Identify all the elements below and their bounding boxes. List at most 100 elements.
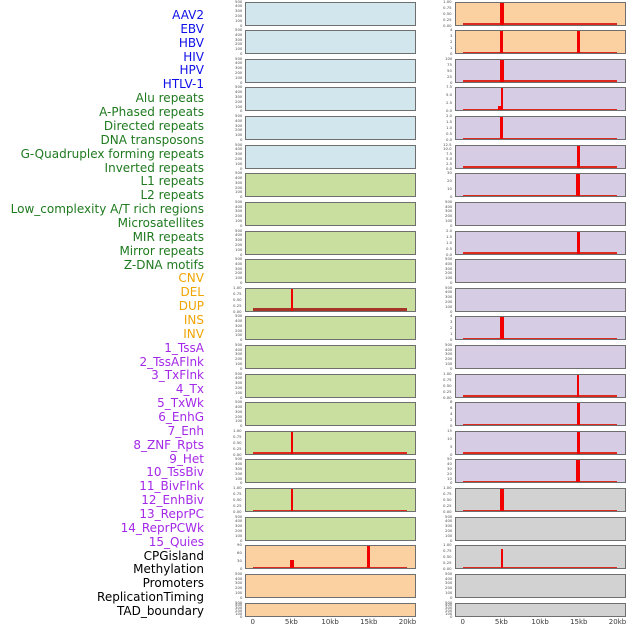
y-tick-label: 0	[449, 595, 452, 600]
y-tick-label: 100	[234, 75, 242, 80]
panel-13-reprpc	[455, 402, 626, 427]
y-tick-label: 300	[234, 466, 242, 471]
row-label-g-quadruplex-forming-repeats: G-Quadruplex forming repeats	[20, 146, 204, 161]
y-tick-label: 0	[239, 480, 242, 486]
y-tick-label: 300	[234, 605, 242, 611]
panel-11-bivflnk	[455, 344, 626, 369]
y-ticks-cpgisland: 1.00 0.75 0.50 0.25 0.00	[419, 486, 452, 514]
row-label-hbv: HBV	[178, 35, 204, 50]
y-tick-label: 20	[447, 178, 452, 184]
y-tick-label: 0.0	[445, 137, 452, 142]
y-tick-label: 0.25	[233, 446, 242, 451]
y-tick-label: 1.00	[233, 428, 242, 433]
data-spike	[290, 288, 294, 311]
zero-baseline	[463, 481, 617, 483]
y-ticks-9-het: 500 400 300 200 100 0	[419, 285, 452, 313]
y-tick-label: 200	[444, 213, 452, 219]
data-spike	[290, 431, 293, 454]
y-tick-label: 200	[444, 356, 452, 362]
panel-ebv	[245, 30, 416, 55]
row-label-l1-repeats: L1 repeats	[140, 174, 205, 189]
row-label-a-phased-repeats: A-Phased repeats	[99, 105, 204, 119]
y-tick-label: 0.75	[443, 491, 452, 496]
y-tick-label: 1	[449, 331, 452, 337]
y-tick-label: 0	[239, 194, 242, 200]
y-tick-label: 400	[234, 519, 242, 524]
data-spike	[576, 145, 580, 168]
y-tick-label: 0.00	[233, 509, 242, 514]
y-tick-label: 400	[234, 61, 242, 66]
panel-hiv	[245, 87, 416, 112]
y-tick-label: 300	[234, 94, 242, 99]
row-label-2-tssaflnk: 2_TssAFlnk	[139, 354, 204, 369]
y-tick-label: 300	[234, 65, 242, 71]
y-tick-label: 200	[234, 42, 242, 47]
y-tick-label: 10	[447, 186, 452, 192]
panel-7-enh	[455, 230, 626, 255]
row-label-4-tx: 4_Tx	[175, 382, 204, 397]
y-tick-label: 0.75	[233, 491, 242, 496]
data-spike	[501, 548, 503, 569]
panel-low-complexity-a-t-rich-regions	[245, 402, 416, 427]
y-tick-label: 0.50	[233, 440, 242, 445]
y-tick-label: 500	[444, 285, 452, 290]
row-label-hiv: HIV	[183, 49, 204, 64]
y-tick-label: 100	[444, 218, 452, 223]
y-tick-label: 0	[239, 137, 242, 142]
y-ticks-microsatellites: 1.00 0.75 0.50 0.25 0.00	[209, 428, 242, 457]
row-label-directed-repeats: Directed repeats	[103, 118, 204, 133]
row-label-del: DEL	[180, 285, 204, 300]
y-tick-label: 300	[234, 37, 242, 42]
zero-baseline	[463, 166, 617, 168]
y-tick-label: 100	[444, 533, 452, 538]
y-ticks-del: 500 400 300 200 100 0	[209, 572, 242, 600]
y-tick-label: 100	[234, 611, 242, 616]
y-tick-label: 100	[234, 218, 242, 223]
y-tick-label: 6	[449, 405, 452, 411]
row-label-dna-transposons: DNA transposons	[100, 132, 205, 147]
y-tick-label: 0.75	[233, 434, 242, 439]
y-tick-label: 10	[447, 476, 452, 481]
y-tick-label: 100	[444, 304, 452, 309]
y-tick-label: 300	[444, 581, 452, 586]
y-tick-label: 100	[234, 333, 242, 338]
y-tick-label: 400	[234, 347, 242, 352]
y-tick-label: 400	[234, 89, 242, 95]
data-spike	[290, 489, 293, 511]
y-tick-label: 12.5	[443, 142, 452, 147]
y-tick-label: 0.0	[445, 108, 452, 114]
zero-baseline	[253, 566, 407, 569]
y-ticks-7-enh: 2.0 1.5 1.0 0.5 0.0	[419, 228, 452, 256]
y-tick-label: 25	[447, 74, 452, 79]
y-ticks-hbv: 500 400 300 200 100 0	[209, 56, 242, 84]
y-tick-label: 0.50	[443, 497, 452, 502]
y-tick-label: 300	[234, 123, 242, 128]
y-tick-label: 100	[444, 590, 452, 596]
y-tick-label: 0	[239, 166, 242, 171]
y-tick-label: 400	[234, 146, 242, 152]
y-tick-label: 1.00	[233, 285, 242, 290]
y-tick-label: 0	[449, 194, 452, 200]
y-tick-label: 500	[234, 113, 242, 118]
x-tick-label: 15kb	[360, 618, 378, 626]
y-tick-label: 400	[234, 3, 242, 9]
y-tick-label: 0.25	[443, 17, 452, 22]
y-tick-label: 500	[444, 199, 452, 204]
zero-baseline	[463, 452, 617, 454]
y-tick-label: 4	[449, 411, 452, 417]
y-tick-label: 100	[444, 56, 452, 61]
y-tick-label: 200	[234, 528, 242, 534]
y-tick-label: 2	[449, 417, 452, 423]
row-label-10-tssbiv: 10_TssBiv	[146, 465, 204, 480]
y-ticks-ebv: 500 400 300 200 100 0	[209, 28, 242, 56]
row-label-9-het: 9_Het	[169, 451, 204, 466]
y-tick-label: 500	[234, 456, 242, 462]
row-label-ebv: EBV	[180, 21, 204, 36]
x-tick-label: 0	[250, 618, 255, 626]
data-spike	[500, 117, 504, 139]
row-label-mir-repeats: MIR repeats	[132, 229, 204, 244]
y-ticks-dup: 500 400 300 200 100 0	[209, 600, 242, 618]
panel-inv	[455, 30, 626, 55]
y-tick-label: 1	[449, 45, 452, 51]
zero-baseline	[463, 109, 617, 111]
